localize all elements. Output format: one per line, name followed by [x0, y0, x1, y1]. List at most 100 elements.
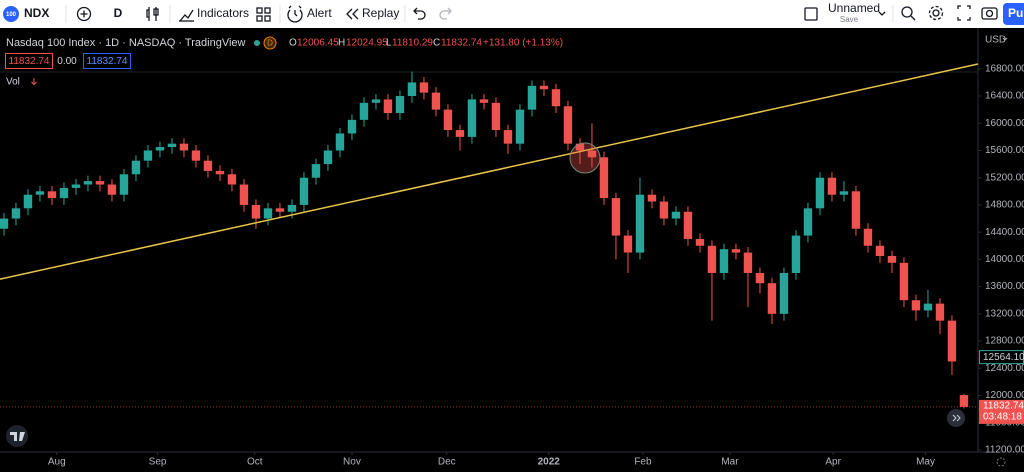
open-label: O: [289, 38, 297, 49]
layout-name[interactable]: Unnamed: [828, 1, 880, 15]
x-tick-label: Aug: [48, 457, 66, 468]
currency-menu[interactable]: [1002, 37, 1008, 41]
indicators[interactable]: Indicators: [197, 6, 249, 20]
low-label: L: [386, 38, 392, 49]
y-tick-label: 11200.00: [985, 445, 1024, 456]
layout-menu[interactable]: [878, 11, 886, 16]
toolbar: [0, 0, 1024, 28]
volume-label[interactable]: Vol: [6, 77, 20, 88]
candle-body: [167, 143, 177, 148]
candle-body: [179, 143, 189, 151]
layout-icon[interactable]: [804, 7, 818, 21]
x-tick-label: Nov: [343, 457, 361, 468]
candle-body: [947, 320, 957, 362]
candle-body: [371, 99, 381, 103]
y-tick-label: 12000.00: [985, 390, 1024, 401]
candle-body: [23, 194, 33, 209]
candle-body: [683, 211, 693, 239]
candle-body: [287, 204, 297, 212]
candle-body: [731, 249, 741, 253]
interval[interactable]: D: [114, 6, 123, 20]
volume-status: [31, 78, 37, 86]
save-status[interactable]: Save: [840, 15, 859, 24]
candle-body: [263, 208, 273, 219]
candle-body: [551, 89, 561, 107]
price-tag-label: 12564.10: [983, 352, 1024, 363]
candle-body: [239, 184, 249, 205]
ask[interactable]: 11832.74: [87, 56, 128, 67]
settings-button[interactable]: [928, 5, 944, 21]
candle-body: [695, 238, 705, 246]
change: +131.80 (+1.13%): [483, 38, 563, 49]
legend-title[interactable]: Nasdaq 100 Index · 1D · NASDAQ · Trading…: [6, 37, 246, 49]
badge: D: [267, 39, 273, 48]
alert-icon[interactable]: [287, 5, 303, 23]
y-tick-label: 12800.00: [985, 336, 1024, 347]
candle-body: [527, 85, 537, 110]
currency[interactable]: USD: [985, 35, 1006, 46]
high-value: 12024.95: [346, 38, 388, 49]
symbol-icon[interactable]: [3, 6, 19, 22]
y-tick-label: 14000.00: [985, 254, 1024, 265]
candle-body: [827, 177, 837, 195]
candle-body: [587, 150, 597, 158]
candle-body: [911, 300, 921, 311]
redo-button[interactable]: [439, 7, 452, 20]
undo-button[interactable]: [413, 7, 426, 20]
candle-body: [755, 272, 765, 284]
candle-body: [539, 85, 549, 90]
publish-button[interactable]: [1003, 3, 1024, 25]
x-tick-label: Sep: [149, 457, 167, 468]
replay-icon[interactable]: [346, 8, 359, 20]
candle-body: [899, 262, 909, 301]
y-tick-label: 15200.00: [985, 172, 1024, 183]
candle-body: [335, 133, 345, 151]
symbol[interactable]: NDX: [24, 6, 49, 20]
candle-body: [395, 96, 405, 114]
bid[interactable]: 11832.74: [9, 56, 50, 67]
candle-body: [191, 150, 201, 161]
y-tick-label: 13600.00: [985, 281, 1024, 292]
scroll-to-latest[interactable]: [947, 409, 965, 427]
x-tick-label: May: [916, 457, 935, 468]
search-button[interactable]: [901, 6, 916, 21]
candle-body: [479, 99, 489, 103]
close-value: 11832.74: [441, 38, 482, 49]
replay[interactable]: Replay: [362, 6, 399, 20]
templates-button[interactable]: [256, 7, 271, 22]
candle-body: [671, 211, 681, 219]
candle-body: [935, 303, 945, 321]
y-tick-label: 14400.00: [985, 227, 1024, 238]
candle-body: [431, 92, 441, 110]
y-tick-label: 15600.00: [985, 145, 1024, 156]
compare-button[interactable]: [76, 6, 92, 22]
axis-settings[interactable]: [996, 457, 1006, 467]
chart-type-button[interactable]: [146, 7, 159, 21]
x-tick-label: 2022: [538, 457, 561, 468]
candle-body: [863, 228, 873, 246]
candle-body: [119, 174, 129, 195]
candle-body: [107, 184, 117, 195]
candle-body: [851, 191, 861, 229]
candle-body: [275, 208, 285, 212]
candle-body: [743, 252, 753, 273]
candle-body: [599, 157, 609, 199]
snapshot-button[interactable]: [981, 7, 998, 20]
fullscreen-button[interactable]: [957, 5, 971, 21]
trendline: [0, 63, 979, 280]
bid-box[interactable]: [5, 53, 53, 69]
publish-label[interactable]: Pu: [1008, 6, 1023, 20]
ask-box[interactable]: [83, 53, 131, 69]
plot: [0, 63, 979, 409]
alert[interactable]: Alert: [307, 6, 332, 20]
candle-body: [923, 303, 933, 311]
candle-body: [443, 109, 453, 131]
indicators-icon[interactable]: [179, 9, 194, 22]
symbol-icon-text: 100: [6, 12, 17, 18]
candle-body: [803, 208, 813, 236]
logo[interactable]: [6, 425, 28, 447]
x-tick-label: Apr: [825, 457, 841, 468]
open-value: 12006.45: [297, 38, 339, 49]
